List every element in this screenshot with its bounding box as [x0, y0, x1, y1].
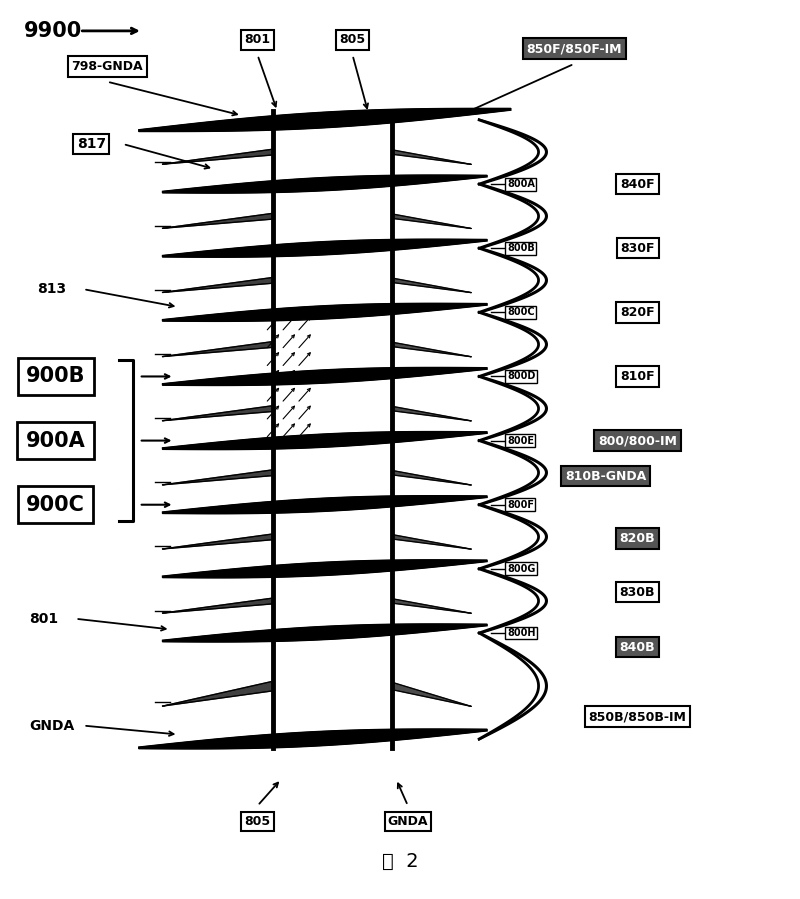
Polygon shape [392, 470, 471, 485]
Polygon shape [162, 342, 274, 357]
Polygon shape [138, 109, 511, 131]
Polygon shape [392, 278, 471, 292]
Polygon shape [162, 175, 487, 193]
Text: 820B: 820B [620, 532, 655, 545]
Polygon shape [162, 405, 274, 421]
Text: 800H: 800H [507, 628, 535, 638]
Text: 900B: 900B [26, 367, 86, 387]
Text: 800A: 800A [507, 179, 534, 189]
Text: 830F: 830F [620, 242, 654, 254]
Text: 820F: 820F [620, 306, 655, 319]
Text: 810F: 810F [620, 370, 655, 383]
Polygon shape [162, 624, 487, 642]
Polygon shape [162, 368, 487, 386]
Text: 850F/850F-IM: 850F/850F-IM [526, 42, 622, 55]
Polygon shape [392, 150, 471, 165]
Polygon shape [392, 569, 538, 633]
Text: 9900: 9900 [24, 21, 82, 40]
Polygon shape [392, 184, 538, 248]
Text: 840B: 840B [620, 641, 655, 654]
Polygon shape [392, 214, 471, 228]
Text: 800/800-IM: 800/800-IM [598, 434, 677, 447]
Text: 900C: 900C [26, 494, 85, 515]
Text: 图  2: 图 2 [382, 851, 418, 870]
Polygon shape [162, 278, 274, 292]
Text: 798-GNDA: 798-GNDA [71, 60, 143, 73]
Text: 850B/850B-IM: 850B/850B-IM [589, 710, 686, 723]
Text: 800E: 800E [507, 436, 534, 446]
Polygon shape [392, 599, 471, 613]
Polygon shape [392, 633, 538, 739]
Text: 813: 813 [37, 282, 66, 296]
Polygon shape [392, 535, 471, 549]
Text: 800B: 800B [507, 244, 534, 254]
Text: 800G: 800G [507, 564, 535, 574]
Polygon shape [162, 560, 487, 578]
Polygon shape [392, 343, 471, 357]
Text: 817: 817 [77, 137, 106, 151]
Text: 801: 801 [29, 611, 58, 626]
Polygon shape [138, 729, 487, 749]
Text: 830B: 830B [620, 585, 655, 599]
Polygon shape [162, 681, 274, 706]
Polygon shape [162, 598, 274, 613]
Polygon shape [392, 682, 471, 707]
Text: 840F: 840F [620, 178, 655, 191]
Polygon shape [162, 432, 487, 450]
Polygon shape [392, 441, 538, 504]
Text: GNDA: GNDA [29, 718, 74, 733]
Text: 805: 805 [339, 33, 366, 46]
Text: 800F: 800F [507, 500, 534, 510]
Polygon shape [392, 377, 538, 441]
Polygon shape [162, 213, 274, 228]
Polygon shape [392, 406, 471, 421]
Polygon shape [162, 149, 274, 165]
Text: 800C: 800C [507, 307, 534, 317]
Polygon shape [162, 470, 274, 485]
Text: 800D: 800D [507, 371, 535, 381]
Polygon shape [162, 534, 274, 549]
Polygon shape [392, 120, 538, 184]
Text: 805: 805 [245, 815, 270, 828]
Text: 810B-GNDA: 810B-GNDA [566, 469, 646, 483]
Polygon shape [162, 495, 487, 513]
Text: GNDA: GNDA [388, 815, 428, 828]
Polygon shape [392, 504, 538, 569]
Polygon shape [162, 303, 487, 321]
Polygon shape [392, 312, 538, 377]
Text: 801: 801 [245, 33, 270, 46]
Polygon shape [162, 239, 487, 257]
Text: 900A: 900A [26, 431, 86, 450]
Polygon shape [392, 248, 538, 312]
